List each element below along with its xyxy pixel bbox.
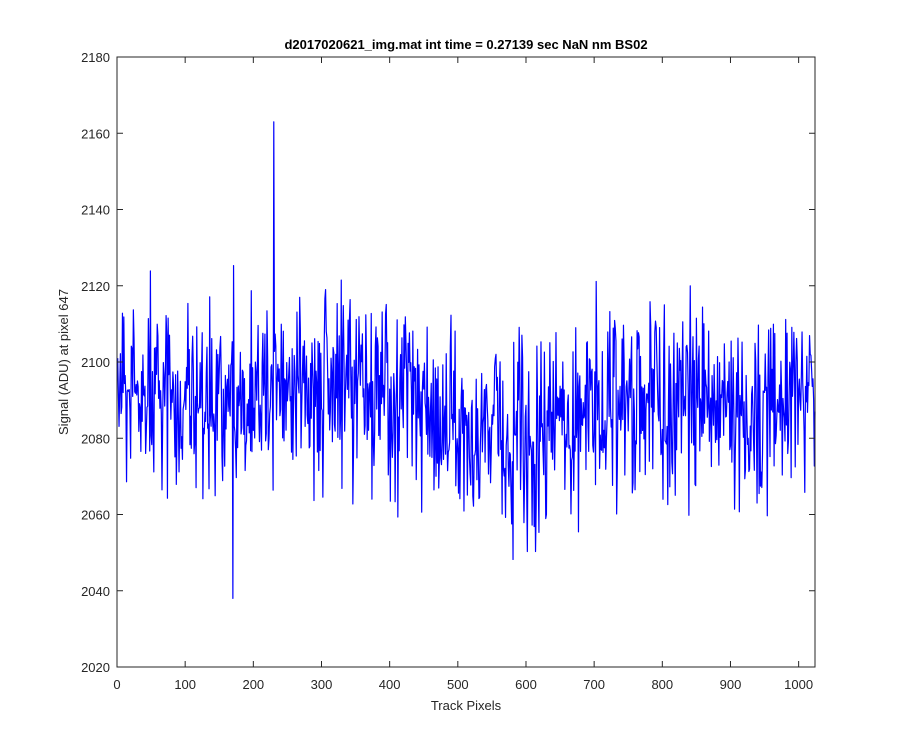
plot-background bbox=[117, 57, 815, 667]
x-tick-label: 200 bbox=[242, 677, 264, 692]
y-tick-label: 2180 bbox=[81, 50, 110, 65]
x-axis-label: Track Pixels bbox=[431, 698, 502, 713]
y-tick-label: 2140 bbox=[81, 203, 110, 218]
x-tick-label: 500 bbox=[447, 677, 469, 692]
x-tick-label: 900 bbox=[720, 677, 742, 692]
chart-title: d2017020621_img.mat int time = 0.27139 s… bbox=[284, 37, 647, 52]
y-tick-label: 2120 bbox=[81, 279, 110, 294]
y-axis-label: Signal (ADU) at pixel 647 bbox=[56, 289, 71, 435]
y-axis-ticks: 2020 2040 2060 2080 2100 2120 2140 2160 2180 bbox=[81, 50, 815, 675]
y-tick-label: 2020 bbox=[81, 660, 110, 675]
y-tick-label: 2100 bbox=[81, 355, 110, 370]
y-tick-label: 2080 bbox=[81, 431, 110, 446]
x-tick-label: 600 bbox=[515, 677, 537, 692]
x-tick-label: 1000 bbox=[784, 677, 813, 692]
y-tick-label: 2160 bbox=[81, 126, 110, 141]
x-tick-label: 800 bbox=[651, 677, 673, 692]
y-tick-label: 2060 bbox=[81, 508, 110, 523]
signal-series-line bbox=[117, 121, 816, 599]
x-tick-label: 0 bbox=[113, 677, 120, 692]
x-tick-label: 100 bbox=[174, 677, 196, 692]
x-tick-label: 700 bbox=[583, 677, 605, 692]
x-tick-label: 400 bbox=[379, 677, 401, 692]
x-tick-label: 300 bbox=[311, 677, 333, 692]
y-tick-label: 2040 bbox=[81, 584, 110, 599]
series-layer bbox=[117, 121, 816, 599]
x-axis-ticks: 0 100 200 300 400 500 600 700 800 900 1000 bbox=[113, 57, 813, 692]
